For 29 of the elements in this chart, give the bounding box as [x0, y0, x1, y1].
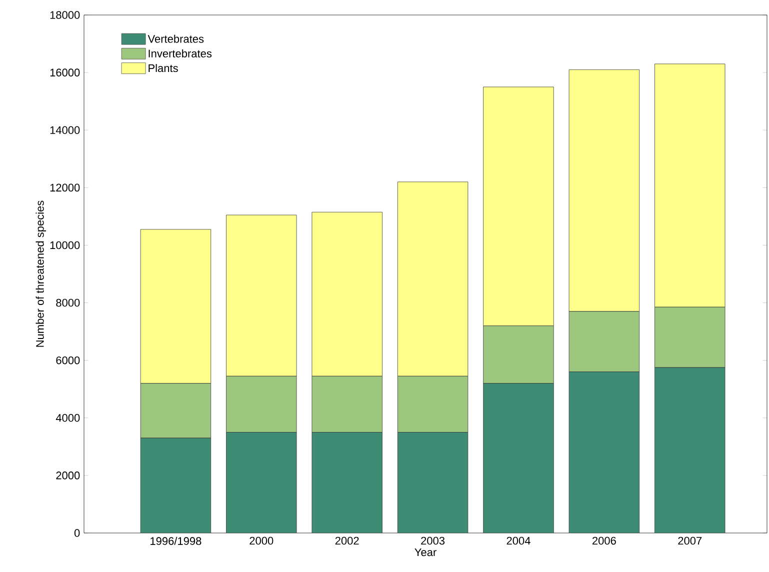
x-tick-label: 2002: [335, 536, 359, 545]
x-tick-label: 2000: [250, 536, 274, 545]
x-tick-label: 2003: [421, 536, 445, 545]
y-tick-label: 16000: [50, 68, 80, 76]
x-tick-label: 2004: [506, 536, 530, 545]
bar: [569, 372, 640, 533]
bar: [140, 438, 211, 533]
bar: [654, 367, 726, 533]
y-tick-label: 10000: [50, 241, 80, 250]
y-tick-label: 18000: [50, 11, 80, 19]
x-tick-label: 2007: [678, 536, 702, 545]
y-tick-label: 2000: [56, 472, 80, 480]
x-axis-title: Year: [414, 548, 436, 556]
y-tick-label: 8000: [56, 298, 80, 307]
bar: [312, 432, 382, 533]
legend-label: Plants: [148, 64, 178, 72]
bar: [226, 432, 297, 533]
y-axis-title: Number of threatened species: [36, 200, 46, 347]
y-tick-label: 4000: [56, 414, 80, 422]
bar: [483, 383, 554, 533]
y-tick-label: 12000: [50, 184, 80, 192]
x-tick-label: 2006: [592, 536, 616, 545]
y-tick-label: 6000: [56, 356, 80, 364]
y-tick-label: 14000: [50, 126, 80, 134]
y-tick-label: 0: [74, 529, 80, 537]
legend-label: Vertebrates: [148, 34, 204, 43]
bar: [398, 432, 468, 533]
x-tick-label: 1996/1998: [150, 536, 202, 545]
legend-label: Invertebrates: [148, 49, 212, 58]
